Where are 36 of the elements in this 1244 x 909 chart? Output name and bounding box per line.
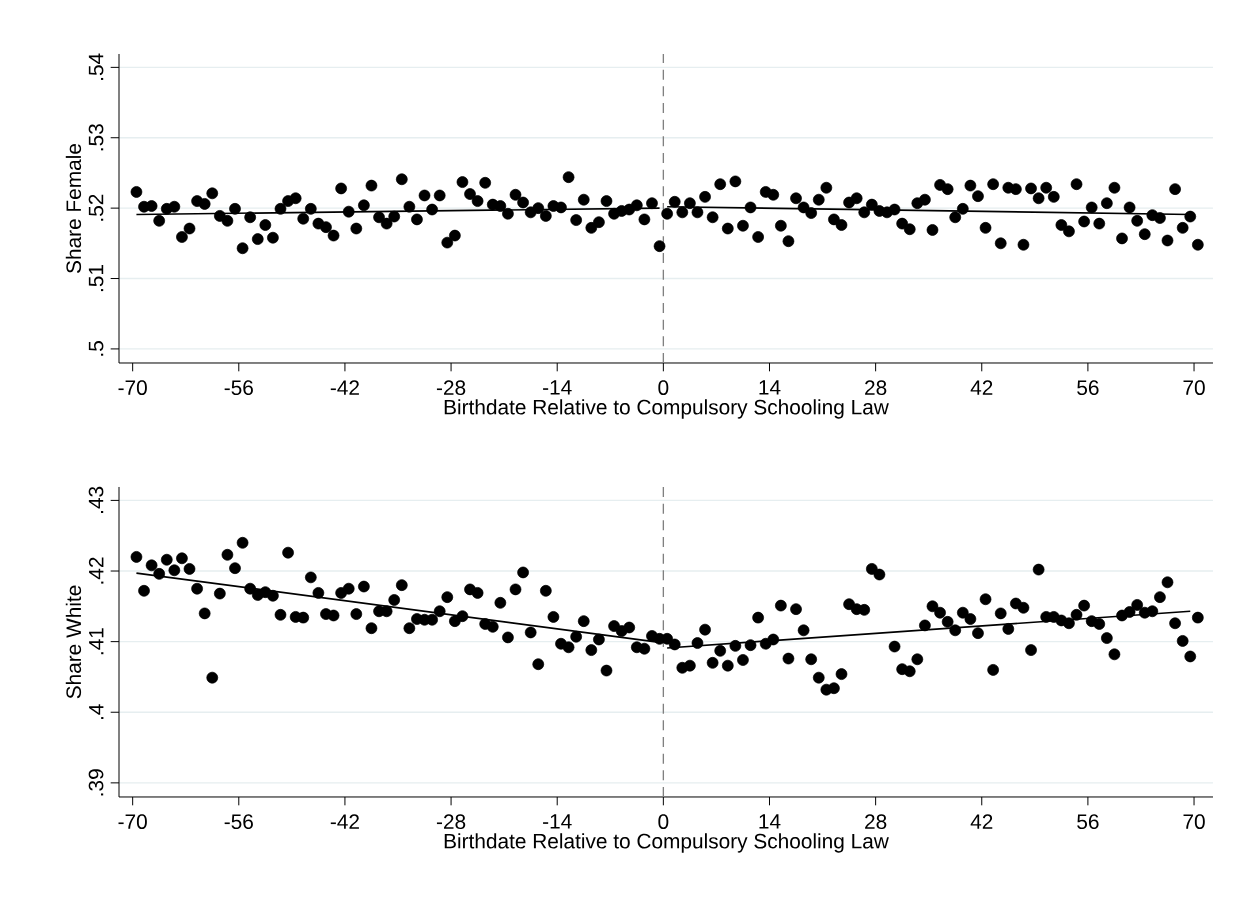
x-tick-label: -70 — [118, 380, 147, 396]
x-tick-label: 0 — [658, 380, 669, 396]
x-tick-label: 14 — [759, 814, 781, 829]
y-tick-label: .54 — [88, 53, 104, 80]
x-tick-label: 42 — [970, 380, 993, 395]
x-axis-title: Birthdate Relative to Compulsory Schooling Law — [444, 399, 889, 419]
y-tick-label: .43 — [88, 486, 104, 513]
x-tick-label: 14 — [759, 380, 781, 395]
x-tick-label: 28 — [865, 380, 887, 396]
y-tick-label: .4 — [89, 704, 104, 720]
x-tick-label: 56 — [1077, 814, 1099, 830]
y-tick-label: .41 — [89, 628, 104, 655]
y-tick-label: .53 — [88, 124, 104, 151]
x-axis-title: Birthdate Relative to Compulsory Schooling Law — [444, 833, 889, 853]
x-tick-label: 70 — [1183, 814, 1205, 830]
y-tick-label: .5 — [88, 341, 104, 356]
x-tick-label: -14 — [543, 814, 572, 829]
x-tick-label: -42 — [330, 380, 359, 395]
x-tick-label: 42 — [970, 814, 993, 829]
x-tick-label: -56 — [224, 380, 253, 396]
x-tick-label: 28 — [865, 814, 887, 830]
x-tick-label: 0 — [658, 814, 669, 830]
y-axis-title: Share White — [65, 585, 82, 699]
x-tick-label: -28 — [436, 814, 466, 830]
x-tick-label: 70 — [1183, 380, 1205, 396]
x-tick-label: -14 — [543, 380, 572, 395]
y-tick-label: .39 — [88, 769, 104, 796]
x-tick-label: -42 — [330, 814, 359, 829]
x-tick-label: -56 — [224, 814, 253, 830]
x-tick-label: -70 — [118, 814, 147, 830]
y-tick-label: .51 — [88, 265, 104, 292]
y-tick-label: .52 — [88, 194, 104, 221]
x-tick-label: -28 — [436, 380, 466, 396]
y-tick-label: .42 — [88, 557, 104, 584]
y-axis-title: Share Female — [65, 144, 82, 273]
x-tick-label: 56 — [1077, 380, 1099, 396]
